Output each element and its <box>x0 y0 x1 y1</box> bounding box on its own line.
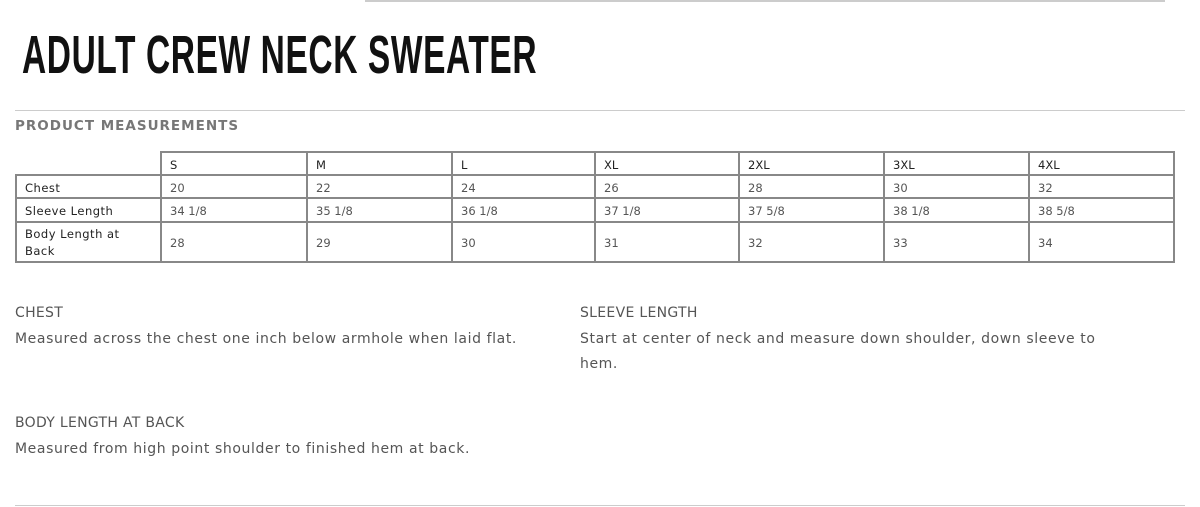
definition-text: Measured across the chest one inch below… <box>15 331 517 347</box>
cell: 34 <box>1028 221 1175 263</box>
cell: 30 <box>883 174 1030 199</box>
cell: 34 1/8 <box>160 197 308 223</box>
definition-term: CHEST <box>15 305 64 321</box>
table-row: Sleeve Length 34 1/8 35 1/8 36 1/8 37 1/… <box>15 197 1175 223</box>
cell: 37 5/8 <box>738 197 885 223</box>
section-heading: PRODUCT MEASUREMENTS <box>15 118 240 134</box>
row-label: Sleeve Length <box>15 197 162 223</box>
measurements-table: S M L XL 2XL 3XL 4XL Chest 20 22 24 26 2… <box>15 151 1175 263</box>
cell: 32 <box>1028 174 1175 199</box>
cell: 35 1/8 <box>306 197 453 223</box>
definition-term: BODY LENGTH AT BACK <box>15 415 185 431</box>
top-divider <box>365 0 1165 2</box>
definition-text: Start at center of neck and measure down… <box>580 331 1096 372</box>
cell: 29 <box>306 221 453 263</box>
row-label: Chest <box>15 174 162 199</box>
cell: 38 1/8 <box>883 197 1030 223</box>
page-title: ADULT CREW NECK SWEATER <box>22 25 538 85</box>
cell: 31 <box>594 221 740 263</box>
size-header: 2XL <box>738 151 885 176</box>
definition-term: SLEEVE LENGTH <box>580 305 698 321</box>
table-header-row: S M L XL 2XL 3XL 4XL <box>16 151 1175 176</box>
definition-text: Measured from high point shoulder to fin… <box>15 441 471 457</box>
cell: 20 <box>160 174 308 199</box>
divider <box>15 110 1185 111</box>
cell: 26 <box>594 174 740 199</box>
size-header: L <box>451 151 596 176</box>
cell: 33 <box>883 221 1030 263</box>
cell: 37 1/8 <box>594 197 740 223</box>
size-header: 3XL <box>883 151 1030 176</box>
cell: 30 <box>451 221 596 263</box>
cell: 28 <box>160 221 308 263</box>
table-row: Chest 20 22 24 26 28 30 32 <box>15 174 1175 199</box>
table-row: Body Length at Back 28 29 30 31 32 33 34 <box>15 221 1175 263</box>
cell: 36 1/8 <box>451 197 596 223</box>
cell: 28 <box>738 174 885 199</box>
row-label: Body Length at Back <box>15 221 162 263</box>
cell: 24 <box>451 174 596 199</box>
size-header: S <box>160 151 308 176</box>
bottom-divider <box>15 505 1185 506</box>
cell: 32 <box>738 221 885 263</box>
cell: 22 <box>306 174 453 199</box>
size-header: XL <box>594 151 740 176</box>
cell: 38 5/8 <box>1028 197 1175 223</box>
header-blank <box>16 152 162 176</box>
size-header: 4XL <box>1028 151 1175 176</box>
size-header: M <box>306 151 453 176</box>
